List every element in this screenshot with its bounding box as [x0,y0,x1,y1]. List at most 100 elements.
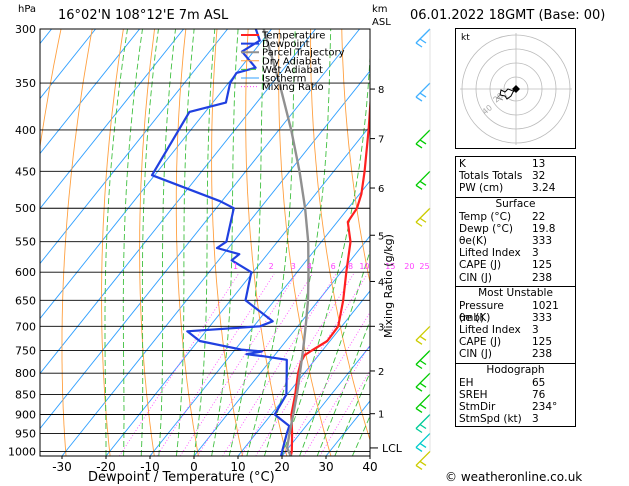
wind-barb-flag [419,442,427,449]
wind-barb-shaft [415,372,431,388]
km-tick-label: 8 [378,85,384,96]
wind-barb-shaft [415,82,431,98]
wind-barbs [415,28,431,471]
wet-adiabat-line [158,29,176,456]
dry-adiabat-line [101,29,124,456]
isotherm-line [40,29,228,265]
wind-barb-shaft [415,451,431,466]
wind-barb-flag [415,363,423,370]
km-tick-label: 5 [378,231,384,242]
index-value: 238 [532,348,553,361]
mixing-ratio-value-label: 3 [291,262,296,271]
dry-adiabat-line [40,29,62,150]
mixing-ratio-value-label: 1 [233,262,238,271]
wind-barb-flag [419,359,427,366]
wind-barb-flag [415,386,423,392]
index-label: SREH [459,388,488,401]
index-top: K 13 Totals Totals 32 PW (cm) 3.24 [456,158,575,195]
isotherm-line [281,345,370,456]
mixing-ratio-line [156,273,275,456]
legend-label: Parcel Trajectory [262,48,345,59]
wet-adiabat-line [334,371,370,456]
mixing-ratio-line [222,273,337,456]
index-value: 1021 [532,299,559,312]
x-tick-label: -10 [140,460,160,474]
mixing-ratio-value-label: 8 [348,262,353,271]
hodograph-section: Hodograph EH 65 SREH 76 StmDir 234° StmSpd … [456,362,575,426]
index-label: CIN (J) [459,348,492,361]
index-value: 333 [532,311,553,324]
legend-label: Wet Adiabat [262,65,323,76]
wind-barb-flag [419,335,427,341]
mixing-ratio-value-label: 15 [385,262,395,271]
wind-barb-flag [419,180,427,186]
x-tick-label: 30 [318,460,333,474]
wind-barb-flag [419,217,427,223]
series-temperature [289,93,370,456]
pressure-tick-label: 550 [15,236,36,249]
profile-lines [150,29,370,456]
index-label: StmSpd (kt) [459,413,522,426]
wind-barb-flag [419,423,427,430]
x-tick-label: 0 [190,460,198,474]
index-value: 234° [532,401,558,413]
pressure-tick-label: 800 [15,367,36,380]
wind-barb-flag [419,403,427,409]
index-value: 22 [532,210,546,223]
pressure-tick-label: 1000 [8,445,36,458]
legend-label: Mixing Ratio [262,82,324,93]
dry-adiabat-line [278,29,332,456]
dry-adiabat-line [618,11,629,456]
pressure-unit: hPa [18,4,37,15]
wet-adiabat-line [175,29,195,456]
wet-adiabat-line [193,29,216,456]
index-value: 125 [532,259,553,272]
isotherm-line [237,290,370,456]
km-tick-label: 4 [378,277,384,288]
index-label: CIN (J) [459,271,492,284]
hodograph-plot: kt 40 20 [460,33,572,145]
mixing-ratio-axis-label: Mixing Ratio (g/kg) [382,234,395,338]
index-value: 19.8 [532,222,556,235]
wind-barb-flag [419,92,427,98]
wind-barb-shaft [415,207,431,223]
pressure-tick-label: 650 [15,294,36,307]
index-value: 65 [532,376,546,389]
km-tick-label: 3 [378,322,384,333]
dry-adiabat-line [341,29,370,285]
index-value: 3 [532,247,539,260]
pressure-tick-label: 600 [15,266,36,279]
wind-barb-flag [415,339,423,345]
isotherm-line [105,125,370,456]
x-tick-label: 20 [274,460,289,474]
isotherm-line [193,235,370,456]
wind-barb-flag [415,407,423,413]
pressure-tick-label: 300 [15,23,36,36]
mixing-ratio-line [319,369,370,456]
legend-label: Isotherm [262,74,306,85]
index-value: 125 [532,336,553,349]
hodo-ring-label-40: 40 [481,103,495,116]
index-value: 3 [532,324,539,337]
pressure-tick-label: 750 [15,345,36,358]
wind-barb-flag [415,221,423,227]
index-value: 13 [532,158,546,170]
mixing-ratio-value-label: 25 [419,262,429,271]
series-parcel-trajectory [262,29,310,456]
hodograph-panel: kt 40 20 [455,28,576,149]
isotherm-line [40,29,316,375]
dry-adiabat-line [587,11,629,456]
index-label: EH [459,376,474,389]
legend-label: Dewpoint [262,39,310,50]
wind-barb-flag [415,427,423,434]
wind-barb-shaft [415,129,431,145]
wind-barb-flag [415,184,423,190]
series-dewpoint [150,29,291,456]
pressure-tick-label: 700 [15,320,36,333]
wind-barb-flag [415,96,423,102]
wind-barb-flag [415,464,423,471]
index-label: θe (K) [459,311,491,324]
wind-barb-shaft [415,325,431,341]
wet-adiabat-line [122,29,143,456]
